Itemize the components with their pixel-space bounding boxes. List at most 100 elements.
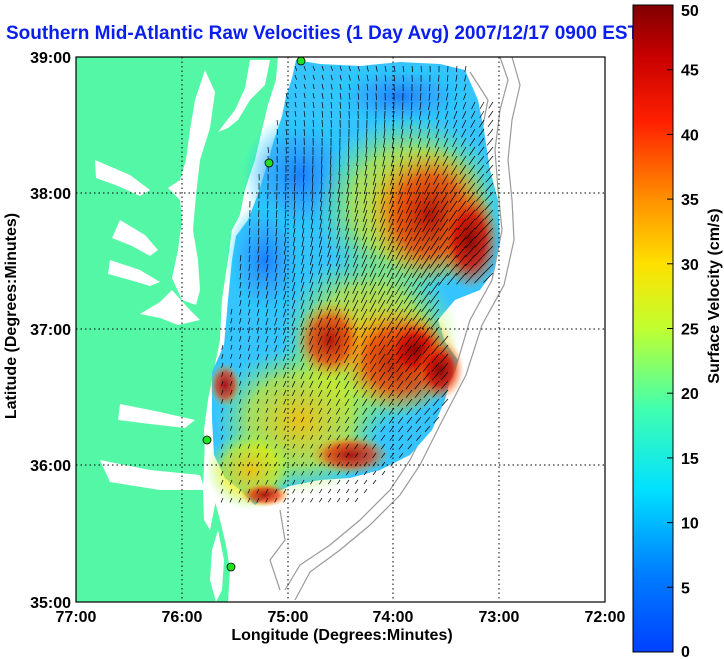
current-vector: [248, 263, 251, 271]
current-vector: [375, 83, 378, 91]
current-vector: [422, 344, 431, 355]
current-vector: [274, 317, 278, 326]
current-vector: [478, 137, 485, 147]
current-vector: [256, 290, 260, 299]
current-vector: [396, 218, 404, 233]
current-vector: [238, 479, 242, 485]
current-vector: [265, 380, 269, 387]
current-vector: [339, 146, 341, 157]
current-vector: [292, 245, 296, 256]
current-vector: [276, 137, 279, 145]
current-vector: [396, 362, 404, 373]
current-vector: [258, 209, 260, 218]
current-vector: [354, 200, 359, 213]
current-vector: [361, 344, 368, 355]
current-vector: [413, 335, 422, 347]
y-tick-label: 37:00: [30, 322, 71, 339]
current-vector: [318, 236, 323, 248]
current-vector: [319, 479, 323, 485]
current-vector: [247, 371, 251, 378]
current-vector: [419, 92, 422, 101]
current-vector: [441, 173, 449, 185]
current-vector: [424, 416, 431, 424]
current-vector: [292, 443, 296, 449]
current-vector: [398, 452, 404, 459]
current-vector: [357, 92, 360, 100]
current-vector: [303, 128, 305, 136]
current-vector: [413, 353, 422, 364]
current-vector: [428, 92, 431, 101]
current-vector: [408, 146, 413, 158]
current-vector: [312, 119, 315, 127]
current-vector: [266, 227, 269, 236]
current-vector: [239, 380, 242, 386]
current-vector: [335, 254, 341, 267]
current-vector: [343, 299, 350, 312]
current-vector: [400, 137, 404, 148]
current-vector: [348, 137, 350, 147]
current-vector: [366, 65, 369, 72]
current-vector: [465, 254, 476, 267]
current-vector: [301, 470, 305, 476]
current-vector: [436, 110, 440, 120]
current-vector: [379, 209, 386, 223]
radar-station: [226, 562, 236, 572]
current-vector: [392, 119, 395, 129]
y-axis: 39:00 38:00 37:00 36:00 35:00 Latitude (…: [3, 50, 71, 612]
current-vector: [460, 146, 467, 157]
bathymetry-contours: [269, 57, 521, 601]
current-vector: [319, 200, 323, 212]
current-vector: [430, 335, 440, 347]
current-vector: [365, 137, 368, 148]
current-vector: [247, 434, 251, 440]
current-vector: [456, 263, 467, 276]
current-vector: [425, 155, 431, 167]
current-vector: [283, 470, 287, 476]
current-vector: [319, 488, 323, 494]
current-vector: [267, 200, 269, 209]
current-vector: [275, 236, 278, 246]
current-vector: [283, 308, 287, 318]
current-vector: [353, 245, 359, 259]
x-tick-label: 76:00: [162, 609, 203, 626]
current-vector: [378, 353, 386, 364]
current-vector: [303, 92, 306, 99]
current-vector: [387, 245, 395, 260]
current-vector: [274, 497, 278, 503]
current-vector: [399, 146, 404, 158]
current-vector: [406, 182, 413, 195]
current-vector: [360, 326, 368, 338]
current-vector: [378, 308, 386, 321]
current-vector: [300, 362, 305, 371]
current-vector: [386, 272, 395, 287]
current-vector: [369, 344, 377, 355]
current-vector: [353, 425, 359, 432]
current-vector: [439, 227, 449, 241]
current-vector: [470, 119, 476, 128]
current-vector: [484, 191, 494, 202]
current-vector: [375, 74, 378, 82]
current-vector: [484, 200, 494, 211]
current-vector: [375, 92, 377, 101]
current-vector: [433, 155, 440, 167]
current-vector: [464, 74, 467, 82]
current-vector: [404, 344, 413, 356]
current-vector: [395, 263, 404, 278]
current-vector: [381, 452, 386, 459]
current-vector: [335, 290, 341, 302]
current-vector: [362, 416, 368, 424]
current-vector: [230, 380, 233, 386]
current-vector: [312, 128, 314, 137]
current-vector: [329, 173, 332, 184]
current-vector: [292, 488, 296, 494]
current-vector: [303, 101, 306, 108]
current-vector: [303, 119, 306, 127]
current-vector: [220, 497, 224, 503]
current-vector: [415, 416, 422, 424]
current-vector: [378, 254, 386, 269]
current-vector: [248, 290, 251, 298]
current-vector: [402, 74, 404, 82]
current-vector: [317, 353, 323, 363]
current-vector: [302, 200, 305, 211]
current-vector: [474, 263, 485, 275]
